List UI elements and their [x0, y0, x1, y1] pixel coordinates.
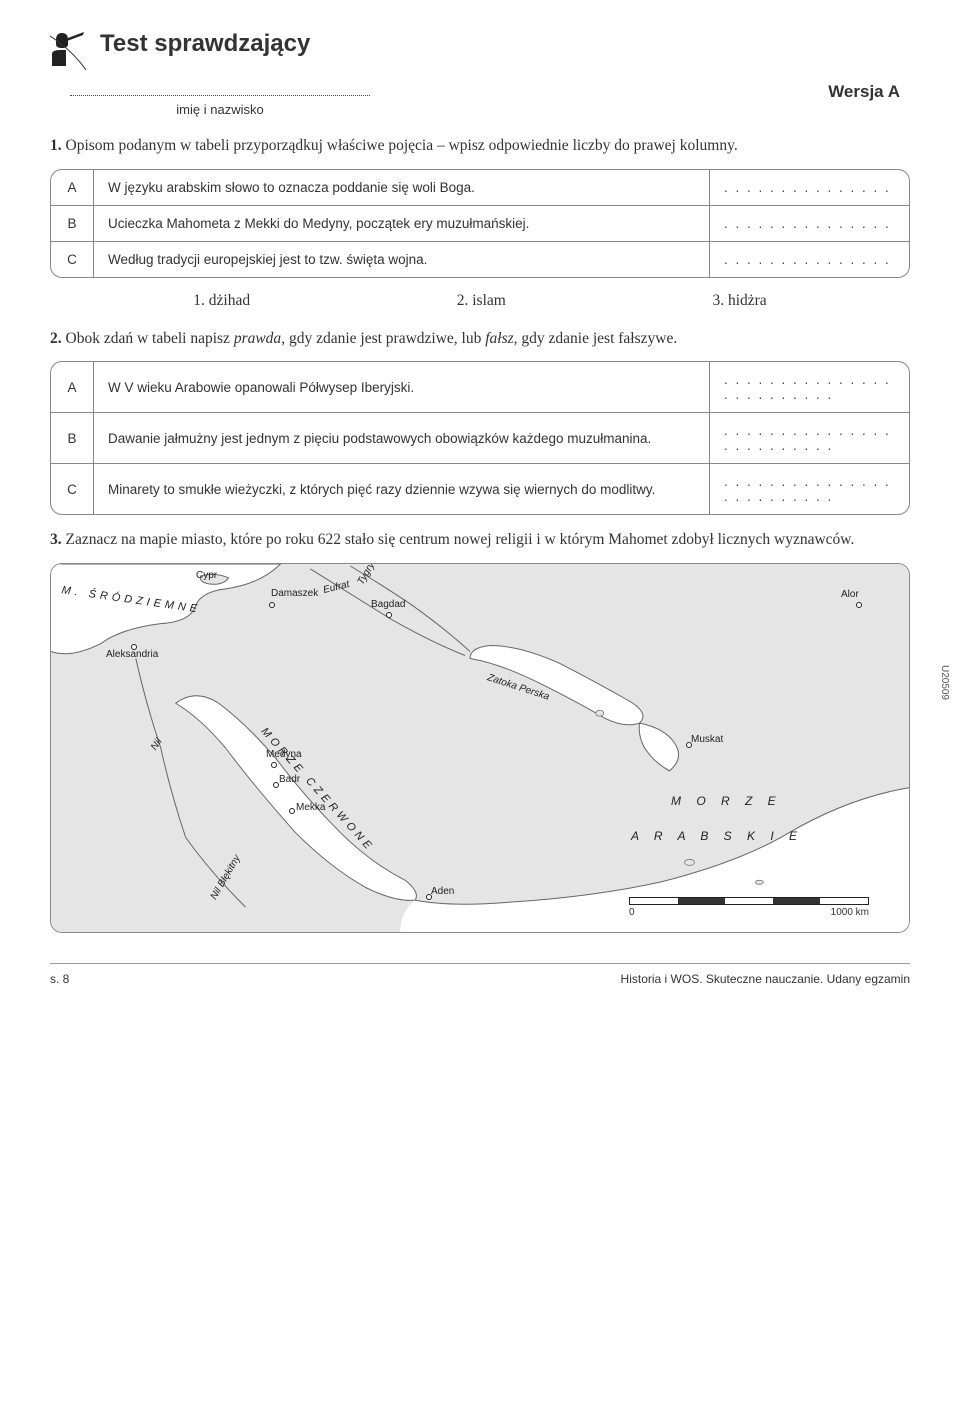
pencil-person-icon [50, 30, 86, 70]
label-morze-arabskie-2: A R A B S K I E [631, 829, 803, 843]
name-input-line[interactable] [70, 82, 370, 96]
side-code: U20509 [939, 665, 950, 700]
q3-text: Zaznacz na mapie miasto, które po roku 6… [66, 531, 855, 548]
row-text: W języku arabskim słowo to oznacza podda… [94, 169, 710, 206]
label-alor: Alor [841, 589, 859, 600]
option-3: 3. hidżra [712, 292, 766, 310]
question-1: 1. Opisom podanym w tabeli przyporządkuj… [50, 135, 910, 157]
footer-left: s. 8 [50, 972, 69, 986]
row-text: Ucieczka Mahometa z Mekki do Medyny, poc… [94, 206, 710, 242]
q2-text-b: , gdy zdanie jest prawdziwe, lub [281, 330, 485, 347]
label-bagdad: Bagdad [371, 599, 405, 610]
q2-italic-2: fałsz [485, 330, 513, 347]
question-2: 2. Obok zdań w tabeli napisz prawda, gdy… [50, 328, 910, 350]
header: Test sprawdzający [50, 30, 910, 70]
q2-italic-1: prawda [234, 330, 281, 347]
row-key: B [50, 413, 94, 464]
label-aleksandria: Aleksandria [106, 649, 158, 660]
question-3: 3. Zaznacz na mapie miasto, które po rok… [50, 529, 910, 551]
table-row: B Dawanie jałmużny jest jednym z pięciu … [50, 413, 910, 464]
row-key: A [50, 361, 94, 413]
row-key: C [50, 464, 94, 515]
scale-bar-segments [629, 897, 869, 905]
footer-right: Historia i WOS. Skuteczne nauczanie. Uda… [621, 972, 910, 986]
row-text: Według tradycji europejskiej jest to tzw… [94, 242, 710, 278]
table-row: A W V wieku Arabowie opanowali Półwysep … [50, 361, 910, 413]
name-field-block: imię i nazwisko [70, 82, 370, 117]
map-svg [51, 564, 909, 932]
q2-text-a: Obok zdań w tabeli napisz [66, 330, 234, 347]
table-row: C Według tradycji europejskiej jest to t… [50, 242, 910, 278]
footer: s. 8 Historia i WOS. Skuteczne nauczanie… [50, 963, 910, 986]
q1-number: 1. [50, 137, 62, 154]
row-key: B [50, 206, 94, 242]
page-title: Test sprawdzający [100, 30, 310, 58]
label-damaszek: Damaszek [271, 588, 318, 599]
answer-cell[interactable]: . . . . . . . . . . . . . . . [710, 169, 910, 206]
answer-cell[interactable]: . . . . . . . . . . . . . . . [710, 206, 910, 242]
scale-0: 0 [629, 907, 635, 918]
name-version-row: imię i nazwisko Wersja A [50, 82, 910, 117]
q3-number: 3. [50, 531, 62, 548]
table-row: C Minarety to smukłe wieżyczki, z któryc… [50, 464, 910, 515]
scale-bar: 0 1000 km [629, 897, 869, 918]
label-cypr: Cypr [196, 570, 217, 581]
answer-cell[interactable]: . . . . . . . . . . . . . . . . . . . . … [710, 464, 910, 515]
row-key: C [50, 242, 94, 278]
label-morze-arabskie-1: M O R Z E [671, 794, 782, 808]
answer-cell[interactable]: . . . . . . . . . . . . . . . . . . . . … [710, 413, 910, 464]
map[interactable]: M. ŚRÓDZIEMNE Cypr Damaszek Eufrat Tygry… [50, 563, 910, 933]
q2-number: 2. [50, 330, 62, 347]
table-2: A W V wieku Arabowie opanowali Półwysep … [50, 361, 910, 515]
table-1: A W języku arabskim słowo to oznacza pod… [50, 169, 910, 278]
version-label: Wersja A [828, 82, 900, 102]
scale-max: 1000 km [831, 907, 869, 918]
answer-cell[interactable]: . . . . . . . . . . . . . . . [710, 242, 910, 278]
row-text: Dawanie jałmużny jest jednym z pięciu po… [94, 413, 710, 464]
label-aden: Aden [431, 886, 454, 897]
table-row: B Ucieczka Mahometa z Mekki do Medyny, p… [50, 206, 910, 242]
row-key: A [50, 169, 94, 206]
row-text: Minarety to smukłe wieżyczki, z których … [94, 464, 710, 515]
option-1: 1. dżihad [193, 292, 250, 310]
q2-text-c: , gdy zdanie jest fałszywe. [514, 330, 678, 347]
answer-cell[interactable]: . . . . . . . . . . . . . . . . . . . . … [710, 361, 910, 413]
name-label: imię i nazwisko [70, 102, 370, 117]
label-muskat: Muskat [691, 734, 723, 745]
option-2: 2. islam [457, 292, 506, 310]
table-row: A W języku arabskim słowo to oznacza pod… [50, 169, 910, 206]
row-text: W V wieku Arabowie opanowali Półwysep Ib… [94, 361, 710, 413]
options-row: 1. dżihad 2. islam 3. hidżra [90, 292, 870, 310]
q1-text: Opisom podanym w tabeli przyporządkuj wł… [66, 137, 738, 154]
